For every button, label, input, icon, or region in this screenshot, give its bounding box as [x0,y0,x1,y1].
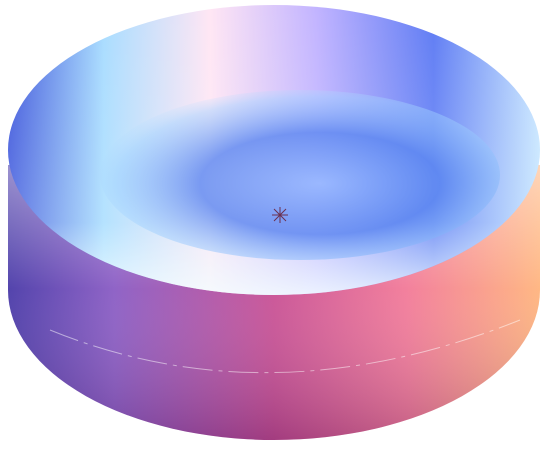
dish [100,90,500,260]
center-point [272,207,288,223]
seam-line [49,319,521,374]
